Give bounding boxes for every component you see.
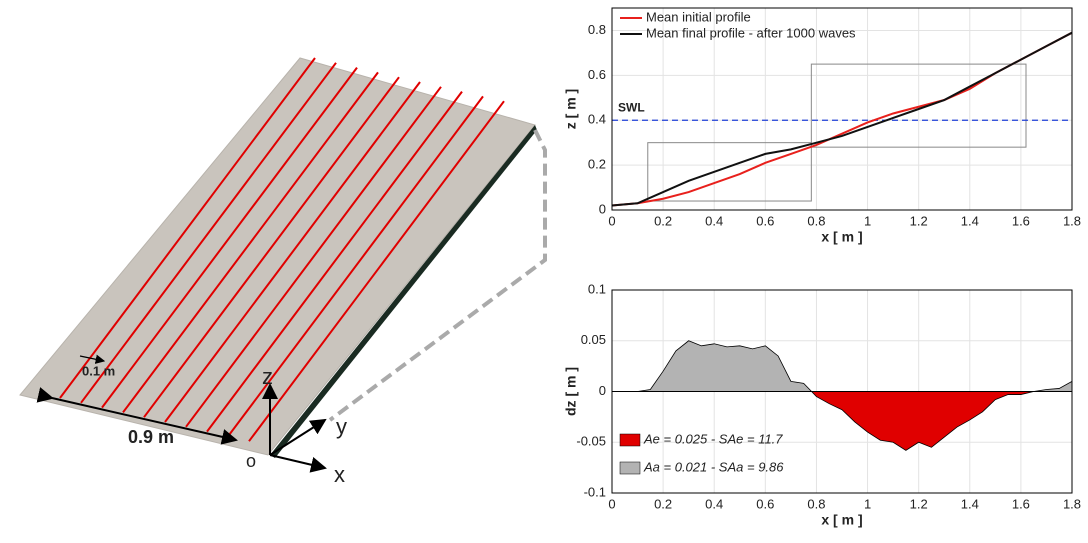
spacing-label: 0.1 m	[82, 363, 115, 378]
x-tick-label: 1.4	[961, 496, 979, 511]
x-tick-label: 0.2	[654, 496, 672, 511]
legend-swatch	[619, 433, 641, 447]
y-tick-label: 0.1	[588, 281, 606, 296]
x-tick-label: 0	[608, 213, 615, 228]
legend-label: Mean initial profile	[646, 9, 751, 24]
x-tick-label: 0.8	[807, 496, 825, 511]
profile-line	[227, 95, 484, 437]
x-tick-label: 0.6	[756, 496, 774, 511]
profile-line	[80, 62, 337, 404]
legend-swatch	[619, 461, 641, 475]
x-tick-label: 1	[864, 496, 871, 511]
x-tick-label: 1.2	[910, 496, 928, 511]
x-tick-label: 0.8	[807, 213, 825, 228]
profile-line	[101, 66, 358, 409]
y-tick-label: 0.6	[588, 67, 606, 82]
legend-label: Mean final profile - after 1000 waves	[646, 25, 856, 40]
x-tick-label: 1.4	[961, 213, 979, 228]
y-tick-label: 0.05	[581, 332, 606, 347]
zoom-box	[647, 142, 812, 202]
y-axis-label: dz [ m ]	[563, 367, 579, 416]
dz-area	[612, 391, 1072, 451]
x-tick-label: 0.4	[705, 496, 723, 511]
y-tick-label: 0	[599, 383, 606, 398]
axis-x: x	[334, 462, 345, 487]
axis-z: z	[262, 364, 273, 389]
plot-area	[611, 7, 1073, 211]
x-tick-label: 1.8	[1063, 213, 1081, 228]
origin: o	[246, 451, 256, 471]
x-axis-label: x [ m ]	[821, 512, 862, 528]
profile-line	[611, 31, 1073, 207]
profile-line	[248, 100, 505, 442]
x-tick-label: 1.2	[910, 213, 928, 228]
plot-frame	[611, 289, 1073, 494]
y-tick-label: 0.8	[588, 22, 606, 37]
x-tick-label: 0.2	[654, 213, 672, 228]
legend-label: Ae = 0.025 - SAe = 11.7	[643, 431, 783, 446]
x-tick-label: 1	[864, 213, 871, 228]
legend-label: Aa = 0.021 - SAa = 9.86	[643, 459, 784, 474]
profile-line	[59, 57, 316, 399]
y-tick-label: 0	[599, 201, 606, 216]
x-tick-label: 1.6	[1012, 213, 1030, 228]
width-label: 0.9 m	[128, 427, 174, 447]
dz-area	[612, 340, 1072, 392]
profile-line	[122, 71, 379, 413]
y-tick-label: 0.2	[588, 157, 606, 172]
y-axis-label: z [ m ]	[563, 89, 579, 129]
profile-line	[185, 86, 442, 428]
zoom-box	[810, 63, 1027, 148]
profile-line	[164, 81, 421, 423]
surface-photo: 0.1 m 0.9 m z y x o	[19, 57, 547, 487]
x-tick-label: 0	[608, 496, 615, 511]
x-tick-label: 1.8	[1063, 496, 1081, 511]
axis-y: y	[336, 414, 347, 439]
swl-label: SWL	[618, 100, 645, 114]
profile-line	[143, 76, 400, 418]
x-axis-label: x [ m ]	[821, 229, 862, 245]
y-tick-label: 0.4	[588, 112, 606, 127]
x-tick-label: 1.6	[1012, 496, 1030, 511]
dz-line	[612, 340, 1073, 451]
x-tick-label: 0.4	[705, 213, 723, 228]
y-tick-label: -0.1	[584, 484, 606, 499]
profile-line	[206, 90, 463, 433]
y-tick-label: -0.05	[576, 434, 606, 449]
x-tick-label: 0.6	[756, 213, 774, 228]
plot-frame	[611, 7, 1073, 211]
